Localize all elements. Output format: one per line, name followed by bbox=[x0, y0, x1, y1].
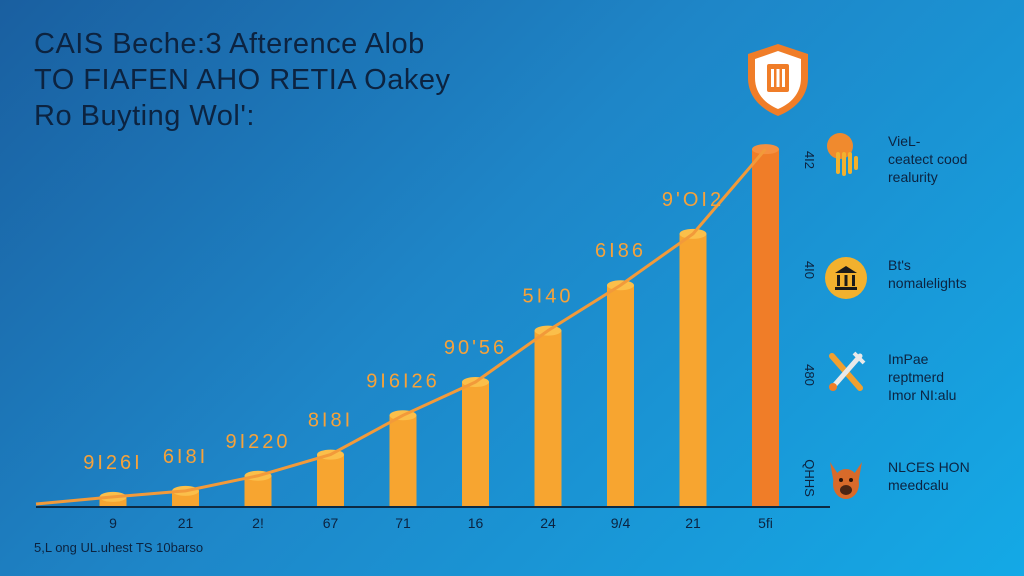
legend-line: ceatect cood bbox=[888, 151, 968, 167]
x-tick-label: 9 bbox=[109, 515, 117, 531]
right-axis-label: 4I0 bbox=[802, 261, 817, 279]
right-axis-labels-layer: QHHS 480 4I0 4I2 bbox=[802, 151, 817, 497]
bar-value-label: 6I8I bbox=[163, 446, 208, 468]
x-tick-label: 24 bbox=[540, 515, 556, 531]
x-tick-labels-layer: 9 21 2! 67 71 16 24 9/4 21 5fi bbox=[109, 515, 773, 531]
legend-item: ImPae reptmerd Imor NI:alu bbox=[824, 342, 1019, 412]
bar-value-label: 9I26I bbox=[83, 452, 142, 474]
bar bbox=[534, 330, 562, 506]
right-axis-label: QHHS bbox=[802, 459, 817, 497]
legend-line: Bt's bbox=[888, 257, 911, 273]
legend-line: realurity bbox=[888, 169, 938, 185]
right-axis-label: 4I2 bbox=[802, 151, 817, 169]
x-tick-label: 21 bbox=[685, 515, 701, 531]
x-tick-label: 16 bbox=[468, 515, 484, 531]
x-tick-label: 2! bbox=[252, 515, 264, 531]
shield-icon bbox=[748, 44, 808, 116]
bar-value-label: 9I220 bbox=[225, 431, 290, 453]
legend-item: Bt's nomalelights bbox=[824, 248, 1019, 318]
title-line-3: Ro Buyting Wol': bbox=[34, 100, 255, 132]
right-axis-label: 480 bbox=[802, 364, 817, 386]
x-tick-label: 5fi bbox=[758, 515, 773, 531]
tools-icon bbox=[829, 351, 866, 391]
bar-value-label: 9'OI2 bbox=[662, 189, 724, 211]
bar-value-label: 5I40 bbox=[523, 286, 574, 308]
legend-item: NLCES HON meedcalu bbox=[824, 450, 1019, 520]
bar bbox=[244, 475, 272, 506]
x-tick-label: 9/4 bbox=[611, 515, 631, 531]
bar bbox=[607, 285, 634, 506]
bar-value-label: 90'56 bbox=[444, 337, 507, 359]
x-tick-label: 67 bbox=[323, 515, 339, 531]
legend-line: NLCES HON bbox=[888, 459, 970, 475]
bank-icon bbox=[825, 257, 867, 299]
trend-line-layer bbox=[35, 148, 767, 506]
legend-line: VieL- bbox=[888, 133, 921, 149]
chart-title: CAIS Beche:3 Afterence Alob TO FIAFEN AH… bbox=[34, 26, 450, 134]
legend-line: meedcalu bbox=[888, 477, 949, 493]
x-tick-label: 21 bbox=[178, 515, 194, 531]
bar bbox=[389, 415, 417, 506]
legend-line: ImPae bbox=[888, 351, 929, 367]
hand-icon bbox=[827, 133, 858, 176]
trend-line bbox=[35, 148, 767, 506]
x-tick-label: 71 bbox=[395, 515, 411, 531]
legend-item: VieL- ceatect cood realurity bbox=[824, 124, 1019, 194]
bar bbox=[679, 233, 707, 506]
legend-line: reptmerd bbox=[888, 369, 945, 385]
bar bbox=[317, 454, 344, 506]
bar bbox=[752, 149, 779, 506]
footnote: 5,L ong UL.uhest TS 10barso bbox=[34, 540, 204, 555]
bar-value-label: 6I86 bbox=[595, 240, 646, 262]
dog-icon bbox=[830, 462, 862, 499]
bar-value-label: 8I8I bbox=[308, 410, 353, 432]
bar bbox=[462, 382, 489, 506]
title-line-2: TO FIAFEN AHO RETIA Oakey bbox=[34, 64, 451, 96]
bar-value-label: 9I6I26 bbox=[366, 370, 440, 392]
title-line-1: CAIS Beche:3 Afterence Alob bbox=[34, 28, 425, 60]
legend-line: nomalelights bbox=[888, 275, 967, 291]
legend-line: Imor NI:alu bbox=[888, 387, 957, 403]
